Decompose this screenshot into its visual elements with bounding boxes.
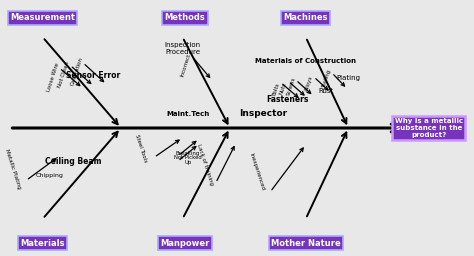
- Text: Not Picked
Up: Not Picked Up: [174, 155, 202, 165]
- Text: Inspection
Procedure: Inspection Procedure: [164, 42, 201, 55]
- Text: Inexperienced: Inexperienced: [249, 152, 266, 191]
- Text: Rust: Rust: [319, 88, 334, 94]
- Text: Lack of training: Lack of training: [196, 144, 214, 186]
- Text: Maint.Tech: Maint.Tech: [166, 111, 209, 117]
- Text: Bolts: Bolts: [272, 82, 280, 97]
- Text: Breaking: Breaking: [175, 151, 200, 156]
- Text: Steel Tools: Steel Tools: [134, 134, 148, 163]
- Text: Loose Wire: Loose Wire: [46, 62, 60, 92]
- Text: Machines: Machines: [283, 13, 328, 23]
- Text: Mother Nature: Mother Nature: [271, 239, 341, 248]
- Text: Not Clean: Not Clean: [57, 61, 71, 88]
- Text: Why is a metallic
substance in the
product?: Why is a metallic substance in the produ…: [395, 118, 463, 138]
- Text: Plating: Plating: [337, 75, 361, 81]
- Text: Ceiling Beam: Ceiling Beam: [45, 157, 101, 166]
- Text: Nuts: Nuts: [279, 81, 288, 95]
- Text: Alloys: Alloys: [304, 75, 314, 92]
- Text: Inspector: Inspector: [239, 109, 288, 119]
- Text: Materials of Construction: Materials of Construction: [255, 58, 356, 65]
- Text: Metallic Plating: Metallic Plating: [4, 149, 22, 190]
- Text: Chipping: Chipping: [36, 173, 64, 178]
- Text: Methods: Methods: [164, 13, 205, 23]
- Text: Calibration: Calibration: [70, 57, 84, 87]
- Text: Materials: Materials: [20, 239, 65, 248]
- Text: Screws: Screws: [286, 77, 296, 97]
- Text: Sensor Error: Sensor Error: [66, 71, 120, 80]
- Text: Manpower: Manpower: [160, 239, 210, 248]
- Text: Incorrect: Incorrect: [180, 53, 192, 78]
- Text: Tooling: Tooling: [322, 69, 332, 89]
- Text: Fasteners: Fasteners: [266, 95, 309, 104]
- Text: Measurement: Measurement: [10, 13, 75, 23]
